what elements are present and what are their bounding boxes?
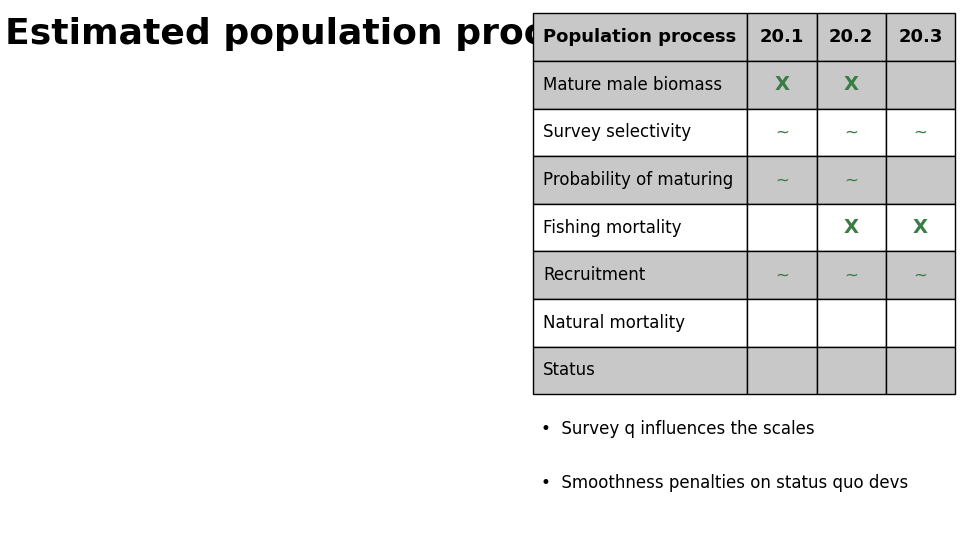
Bar	[747, 109, 817, 156]
Text: ~: ~	[914, 266, 927, 284]
Text: ~: ~	[844, 124, 858, 141]
Text: ~: ~	[775, 124, 789, 141]
Bar	[533, 204, 747, 252]
Bar	[817, 252, 886, 299]
Text: X: X	[913, 218, 928, 237]
Text: ~: ~	[844, 171, 858, 189]
Bar	[747, 61, 817, 109]
Bar	[886, 61, 955, 109]
Bar	[533, 109, 747, 156]
Bar	[886, 252, 955, 299]
Bar	[817, 299, 886, 347]
Bar	[817, 156, 886, 204]
Bar	[817, 204, 886, 252]
Bar	[747, 252, 817, 299]
Bar	[533, 14, 747, 61]
Bar	[817, 109, 886, 156]
Text: Natural mortality: Natural mortality	[543, 314, 685, 332]
Bar	[533, 156, 747, 204]
Bar	[533, 299, 747, 347]
Bar	[886, 156, 955, 204]
Text: Survey selectivity: Survey selectivity	[543, 124, 691, 141]
Bar	[817, 347, 886, 394]
Text: 20.2: 20.2	[829, 28, 874, 46]
Text: 20.1: 20.1	[759, 28, 804, 46]
Bar	[747, 299, 817, 347]
Bar	[533, 61, 747, 109]
Text: ~: ~	[844, 266, 858, 284]
Text: 20.3: 20.3	[899, 28, 943, 46]
Bar	[886, 204, 955, 252]
Text: ~: ~	[775, 171, 789, 189]
Bar	[533, 252, 747, 299]
Text: Population process: Population process	[543, 28, 736, 46]
Bar	[886, 299, 955, 347]
Bar	[747, 204, 817, 252]
Text: ~: ~	[914, 124, 927, 141]
Text: Recruitment: Recruitment	[543, 266, 646, 284]
Bar	[747, 347, 817, 394]
Text: X: X	[775, 76, 789, 94]
Text: •  Smoothness penalties on status quo devs: • Smoothness penalties on status quo dev…	[541, 474, 908, 492]
Text: Fishing mortality: Fishing mortality	[543, 219, 682, 237]
Bar	[747, 156, 817, 204]
Bar	[533, 347, 747, 394]
Text: Estimated population processes: Estimated population processes	[5, 17, 659, 51]
Text: •  Survey q influences the scales: • Survey q influences the scales	[541, 420, 815, 438]
Bar	[886, 109, 955, 156]
Text: X: X	[844, 218, 859, 237]
Text: X: X	[844, 76, 859, 94]
Text: ~: ~	[775, 266, 789, 284]
Text: Mature male biomass: Mature male biomass	[543, 76, 723, 94]
Bar	[817, 14, 886, 61]
Bar	[886, 14, 955, 61]
Text: Status: Status	[543, 361, 596, 380]
Bar	[886, 347, 955, 394]
Bar	[747, 14, 817, 61]
Bar	[817, 61, 886, 109]
Text: Probability of maturing: Probability of maturing	[543, 171, 733, 189]
